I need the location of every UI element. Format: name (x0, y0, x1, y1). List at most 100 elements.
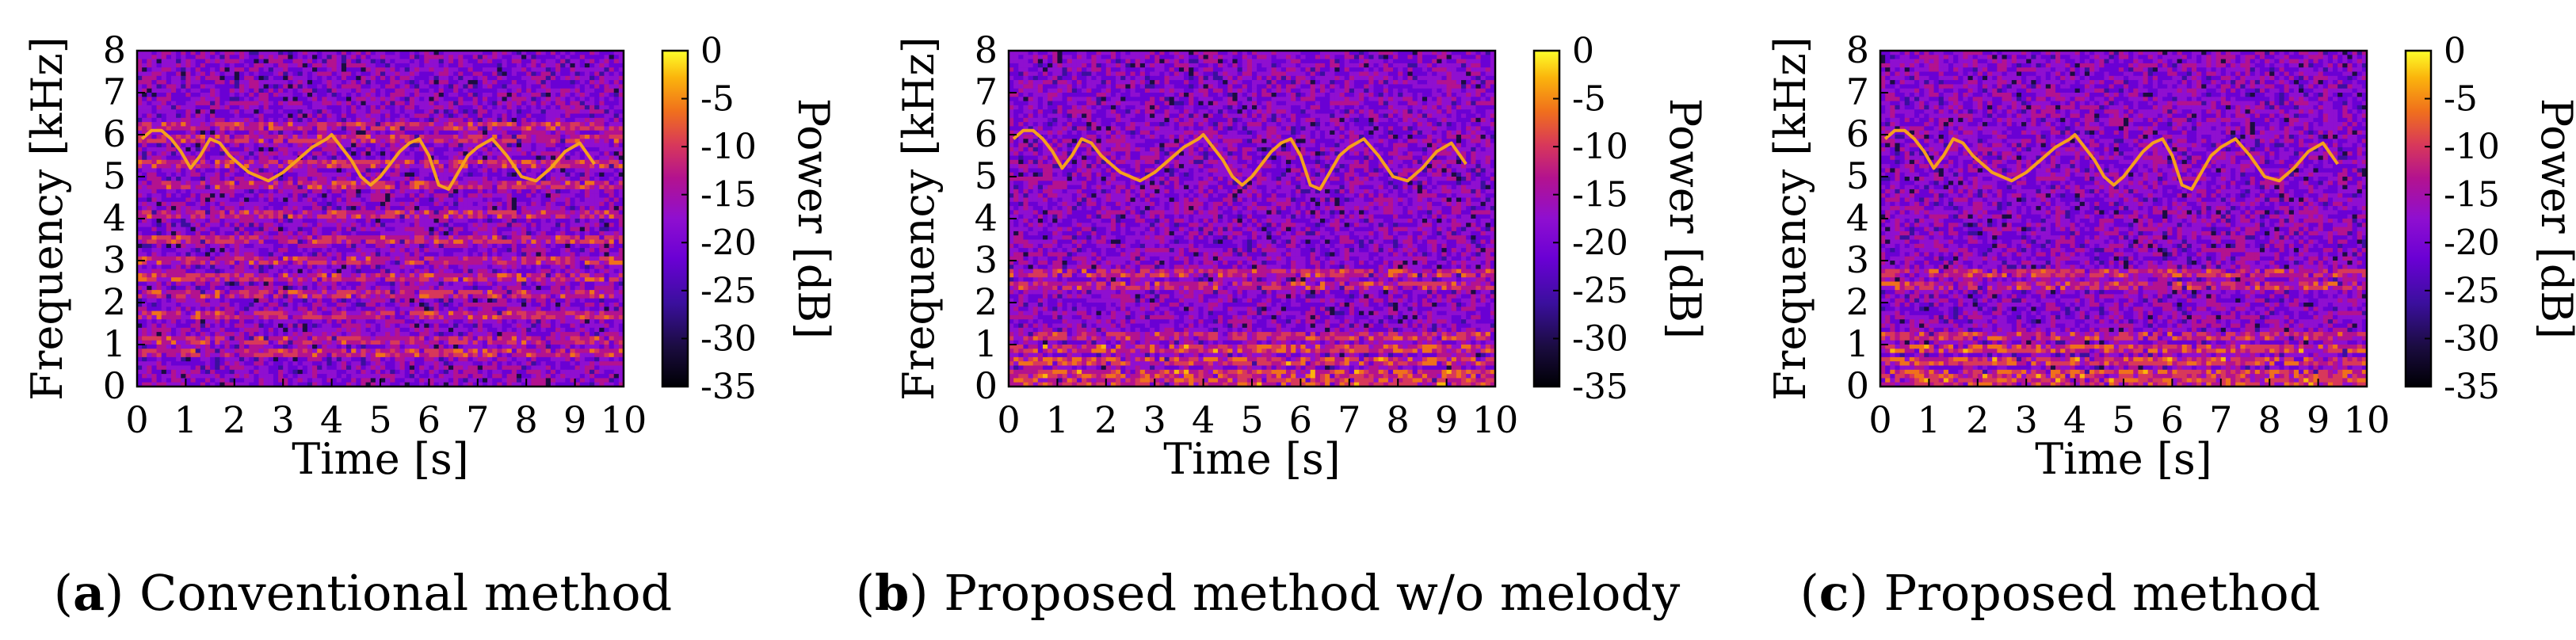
colorbar: 0 -5 -10 -15 -20 -25 -30 -35 Power [dB] (1534, 31, 1710, 407)
colorbar-tick-label: -20 (1572, 223, 1628, 263)
colorbar-tick-label: 0 (700, 31, 723, 71)
spectrogram-heatmap (1880, 51, 2368, 387)
y-tick-label: 6 (103, 112, 126, 155)
caption-text: ) Proposed method (1849, 564, 2321, 622)
colorbar-tick-label: 0 (2444, 31, 2466, 71)
y-tick-label: 5 (1846, 154, 1869, 197)
colorbar-tick-label: -15 (2444, 175, 2500, 215)
colorbar-gradient (1534, 51, 1559, 387)
x-axis-label: Time [s] (292, 434, 468, 484)
x-axis-label: Time [s] (2035, 434, 2212, 484)
y-tick-label: 7 (975, 70, 998, 113)
caption-text: ) Conventional method (105, 564, 672, 622)
y-tick-label: 1 (1846, 322, 1869, 365)
y-tick-label: 8 (975, 29, 998, 71)
colorbar-tick-label: -35 (2444, 367, 2500, 407)
y-tick-label: 3 (103, 238, 126, 281)
y-tick-label: 4 (975, 196, 998, 239)
spectrogram-heatmap (137, 51, 624, 387)
colorbar-tick-label: -15 (700, 175, 757, 215)
x-tick-label: 10 (2344, 398, 2391, 441)
colorbar-tick-label: -10 (700, 127, 757, 167)
colorbar-label: Power [dB] (2532, 98, 2576, 339)
y-tick-label: 6 (1846, 112, 1869, 155)
colorbar: 0 -5 -10 -15 -20 -25 -30 -35 Power [dB] (2406, 31, 2576, 407)
colorbar-tick-label: -30 (2444, 318, 2500, 359)
y-tick-label: 7 (103, 70, 126, 113)
y-tick-label: 2 (103, 280, 126, 323)
panel-caption: (c) Proposed method (1800, 564, 2321, 622)
x-tick-label: 10 (1472, 398, 1519, 441)
y-tick-label: 4 (1846, 196, 1869, 239)
caption-letter: b (875, 564, 909, 622)
x-tick-label: 7 (1338, 398, 1361, 441)
spectrogram-heatmap (1009, 51, 1496, 387)
caption-letter: a (73, 564, 105, 622)
colorbar-label: Power [dB] (1660, 98, 1710, 339)
x-axis-label: Time [s] (1163, 434, 1340, 484)
y-tick-label: 2 (975, 280, 998, 323)
caption-letter: c (1819, 564, 1849, 622)
panel-caption: (a) Conventional method (54, 564, 672, 622)
y-axis-label: Frequency [kHz] (22, 36, 72, 401)
x-tick-label: 10 (601, 398, 647, 441)
x-tick-label: 8 (515, 398, 538, 441)
colorbar-tick-label: -30 (700, 318, 757, 359)
x-tick-label: 2 (1966, 398, 1989, 441)
x-tick-label: 7 (2209, 398, 2232, 441)
y-tick-label: 4 (103, 196, 126, 239)
panel-caption: (b) Proposed method w/o melody (856, 564, 1680, 622)
x-tick-label: 2 (223, 398, 246, 441)
caption-prefix: ( (54, 564, 73, 622)
colorbar-tick-label: -25 (1572, 271, 1628, 311)
colorbar-tick-label: -25 (2444, 271, 2500, 311)
colorbar-tick-label: -35 (1572, 367, 1628, 407)
y-tick-label: 1 (975, 322, 998, 365)
y-tick-label: 2 (1846, 280, 1869, 323)
y-tick-label: 3 (975, 238, 998, 281)
y-tick-label: 3 (1846, 238, 1869, 281)
colorbar-tick-label: 0 (1572, 31, 1594, 71)
colorbar-tick-label: -10 (2444, 127, 2500, 167)
x-tick-label: 8 (1387, 398, 1410, 441)
caption-text: ) Proposed method w/o melody (909, 564, 1680, 622)
x-tick-label: 0 (1868, 398, 1891, 441)
y-tick-label: 5 (103, 154, 126, 197)
y-axis-label: Frequency [kHz] (894, 36, 944, 401)
colorbar-tick-label: -5 (700, 79, 735, 120)
x-tick-label: 1 (1046, 398, 1069, 441)
colorbar-tick-label: -20 (700, 223, 757, 263)
colorbar-tick-label: -5 (2444, 79, 2478, 120)
colorbar-tick-label: -10 (1572, 127, 1628, 167)
caption-prefix: ( (1800, 564, 1819, 622)
colorbar-label: Power [dB] (788, 98, 838, 339)
x-tick-label: 9 (1435, 398, 1458, 441)
y-tick-label: 8 (1846, 29, 1869, 71)
x-tick-label: 9 (2307, 398, 2330, 441)
colorbar-gradient (2406, 51, 2431, 387)
x-tick-label: 7 (466, 398, 489, 441)
y-tick-label: 8 (103, 29, 126, 71)
x-tick-label: 1 (174, 398, 197, 441)
x-tick-label: 0 (997, 398, 1020, 441)
colorbar-tick-label: -5 (1572, 79, 1606, 120)
x-tick-label: 9 (563, 398, 586, 441)
y-axis-label: Frequency [kHz] (1765, 36, 1815, 401)
colorbar-tick-label: -25 (700, 271, 757, 311)
y-tick-label: 5 (975, 154, 998, 197)
x-tick-label: 0 (125, 398, 148, 441)
y-tick-label: 6 (975, 112, 998, 155)
colorbar-tick-label: -30 (1572, 318, 1628, 359)
x-tick-label: 8 (2258, 398, 2281, 441)
x-tick-label: 1 (1918, 398, 1941, 441)
y-tick-label: 7 (1846, 70, 1869, 113)
colorbar-tick-label: -20 (2444, 223, 2500, 263)
colorbar-tick-label: -15 (1572, 175, 1628, 215)
y-tick-label: 0 (975, 364, 998, 407)
y-tick-label: 0 (1846, 364, 1869, 407)
